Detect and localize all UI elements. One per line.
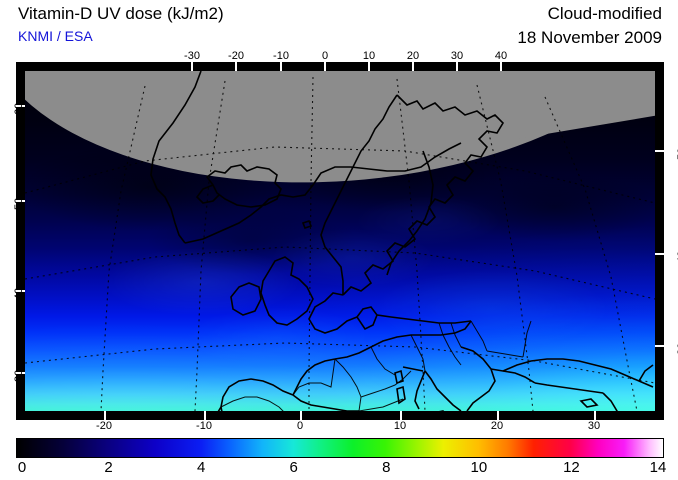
country-borders xyxy=(220,320,532,411)
tick xyxy=(204,411,206,420)
tick xyxy=(368,62,370,71)
tick xyxy=(594,411,596,420)
map-canvas xyxy=(25,71,655,411)
tick xyxy=(280,62,282,71)
colorbar-tick-label: 0 xyxy=(17,459,27,476)
colorbar-tick-label: 6 xyxy=(289,459,298,476)
tick xyxy=(324,62,326,71)
top-axis-label: 20 xyxy=(406,50,420,62)
product-label: Cloud-modified xyxy=(547,4,662,23)
colorbar-tick-label: 4 xyxy=(196,459,206,476)
tick xyxy=(104,411,106,420)
tick xyxy=(412,62,414,71)
tick xyxy=(16,105,25,107)
top-axis-label: 0 xyxy=(321,50,329,62)
left-axis-label: 50 xyxy=(13,197,25,210)
top-axis-label: -30 xyxy=(184,50,200,62)
graticule xyxy=(25,76,655,411)
tick xyxy=(500,62,502,71)
top-axis-label: 30 xyxy=(450,50,464,62)
colorbar-tick-label: 8 xyxy=(382,459,391,476)
page-title: Vitamin-D UV dose (kJ/m2) xyxy=(18,4,224,23)
bottom-axis-label: 30 xyxy=(587,420,601,432)
agency-label: KNMI / ESA xyxy=(18,28,93,44)
colorbar-tick-label: 10 xyxy=(470,459,488,476)
tick xyxy=(655,150,664,152)
top-axis-label: 10 xyxy=(362,50,376,62)
tick xyxy=(16,200,25,202)
top-axis-label: -20 xyxy=(228,50,244,62)
coastlines xyxy=(150,71,654,411)
coastline-overlay xyxy=(25,71,655,411)
tick xyxy=(400,411,402,420)
tick xyxy=(655,253,664,255)
tick xyxy=(16,372,25,374)
date-label: 18 November 2009 xyxy=(517,28,662,47)
left-axis-label: 30 xyxy=(13,369,25,382)
bottom-axis-label: 0 xyxy=(296,420,304,432)
colorbar-gradient xyxy=(16,438,664,458)
left-axis-label: 40 xyxy=(13,287,25,300)
tick xyxy=(191,62,193,71)
left-axis-label: 60 xyxy=(13,102,25,115)
tick xyxy=(16,290,25,292)
bottom-axis-label: -10 xyxy=(196,420,212,432)
bottom-axis-label: -20 xyxy=(96,420,112,432)
map-plot xyxy=(16,62,664,420)
tick xyxy=(235,62,237,71)
colorbar-tick-label: 14 xyxy=(649,459,667,476)
tick xyxy=(300,411,302,420)
tick xyxy=(655,345,664,347)
top-axis-label: 40 xyxy=(494,50,508,62)
colorbar: 0 2 4 6 8 10 12 14 xyxy=(16,438,667,478)
colorbar-tick-label: 2 xyxy=(104,459,113,476)
top-axis-label: -10 xyxy=(273,50,289,62)
tick xyxy=(456,62,458,71)
bottom-axis-label: 10 xyxy=(393,420,407,432)
bottom-axis-label: 20 xyxy=(490,420,504,432)
colorbar-tick-label: 12 xyxy=(563,459,580,476)
tick xyxy=(497,411,499,420)
